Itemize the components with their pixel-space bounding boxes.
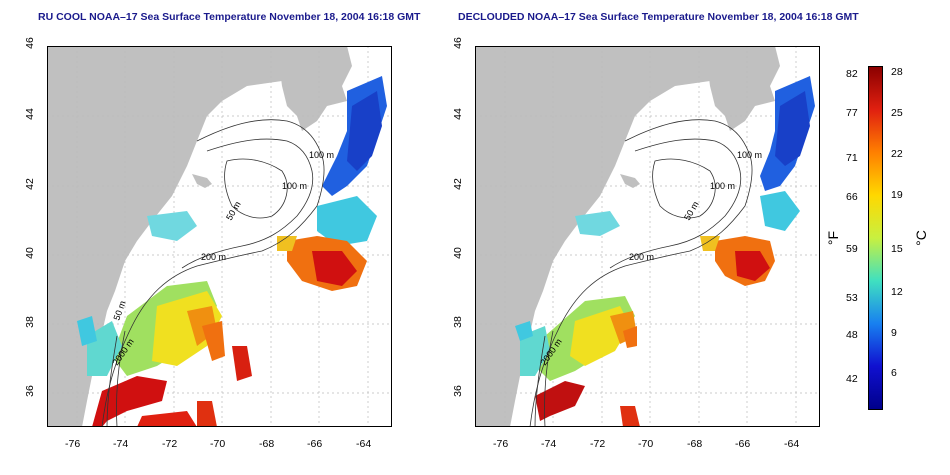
bathymetry-contours bbox=[529, 119, 753, 428]
x-tick-label: -68 bbox=[259, 438, 275, 450]
x-tick-label: -70 bbox=[210, 438, 226, 450]
y-tick-label: 44 bbox=[451, 108, 464, 120]
x-tick-label: -70 bbox=[638, 438, 654, 450]
y-tick-label: 42 bbox=[451, 178, 464, 190]
celsius-tick: 6 bbox=[891, 367, 897, 379]
land-mass bbox=[475, 46, 775, 427]
celsius-tick: 22 bbox=[891, 148, 903, 160]
left-map-title: RU COOL NOAA–17 Sea Surface Temperature … bbox=[38, 11, 421, 23]
right-map-canvas: 100 m 100 m 50 m 200 m 2000 m bbox=[475, 46, 820, 428]
land-nova-scotia bbox=[705, 46, 780, 131]
y-tick-label: 38 bbox=[451, 316, 464, 328]
celsius-tick: 9 bbox=[891, 327, 897, 339]
contour-label: 100 m bbox=[309, 150, 334, 160]
fahrenheit-unit-label: °F bbox=[825, 230, 842, 246]
fahrenheit-tick: 53 bbox=[846, 292, 858, 304]
y-tick-label: 42 bbox=[23, 178, 36, 190]
sst-data bbox=[77, 76, 387, 427]
x-tick-label: -66 bbox=[307, 438, 323, 450]
sst-data bbox=[515, 76, 815, 427]
contour-label: 100 m bbox=[737, 150, 762, 160]
y-tick-label: 38 bbox=[23, 316, 36, 328]
temperature-colorbar bbox=[868, 66, 883, 410]
x-tick-label: -76 bbox=[65, 438, 81, 450]
contour-label: 200 m bbox=[201, 252, 226, 262]
x-tick-label: -66 bbox=[735, 438, 751, 450]
y-tick-label: 36 bbox=[23, 385, 36, 397]
celsius-tick: 19 bbox=[891, 189, 903, 201]
left-map-canvas: 100 m 100 m 50 m 200 m 50 m 2000 m bbox=[47, 46, 392, 428]
celsius-tick: 25 bbox=[891, 107, 903, 119]
fahrenheit-tick: 71 bbox=[846, 152, 858, 164]
right-sst-map[interactable]: 100 m 100 m 50 m 200 m 2000 m bbox=[475, 46, 820, 428]
celsius-tick: 12 bbox=[891, 286, 903, 298]
fahrenheit-tick: 42 bbox=[846, 373, 858, 385]
y-tick-label: 40 bbox=[451, 247, 464, 259]
celsius-tick: 28 bbox=[891, 66, 903, 78]
fahrenheit-tick: 66 bbox=[846, 191, 858, 203]
y-tick-label: 46 bbox=[451, 37, 464, 49]
fahrenheit-tick: 48 bbox=[846, 329, 858, 341]
land-mass bbox=[47, 46, 347, 427]
contour-label: 100 m bbox=[282, 181, 307, 191]
bathymetry-contours bbox=[101, 119, 325, 428]
land-cape-cod bbox=[192, 174, 212, 188]
land-cape-cod bbox=[620, 174, 640, 188]
x-tick-label: -74 bbox=[541, 438, 557, 450]
left-sst-map[interactable]: 100 m 100 m 50 m 200 m 50 m 2000 m bbox=[47, 46, 392, 428]
x-tick-label: -72 bbox=[162, 438, 178, 450]
fahrenheit-tick: 77 bbox=[846, 107, 858, 119]
y-tick-label: 46 bbox=[23, 37, 36, 49]
celsius-unit-label: °C bbox=[912, 230, 929, 246]
x-tick-label: -64 bbox=[356, 438, 372, 450]
x-tick-label: -74 bbox=[113, 438, 129, 450]
contour-label: 100 m bbox=[710, 181, 735, 191]
land-nova-scotia bbox=[277, 46, 352, 131]
x-tick-label: -76 bbox=[493, 438, 509, 450]
fahrenheit-tick: 82 bbox=[846, 68, 858, 80]
x-tick-label: -68 bbox=[687, 438, 703, 450]
y-tick-label: 40 bbox=[23, 247, 36, 259]
y-tick-label: 44 bbox=[23, 108, 36, 120]
celsius-tick: 15 bbox=[891, 243, 903, 255]
contour-label: 200 m bbox=[629, 252, 654, 262]
x-tick-label: -64 bbox=[784, 438, 800, 450]
right-map-title: DECLOUDED NOAA–17 Sea Surface Temperatur… bbox=[458, 11, 859, 23]
y-tick-label: 36 bbox=[451, 385, 464, 397]
x-tick-label: -72 bbox=[590, 438, 606, 450]
fahrenheit-tick: 59 bbox=[846, 243, 858, 255]
